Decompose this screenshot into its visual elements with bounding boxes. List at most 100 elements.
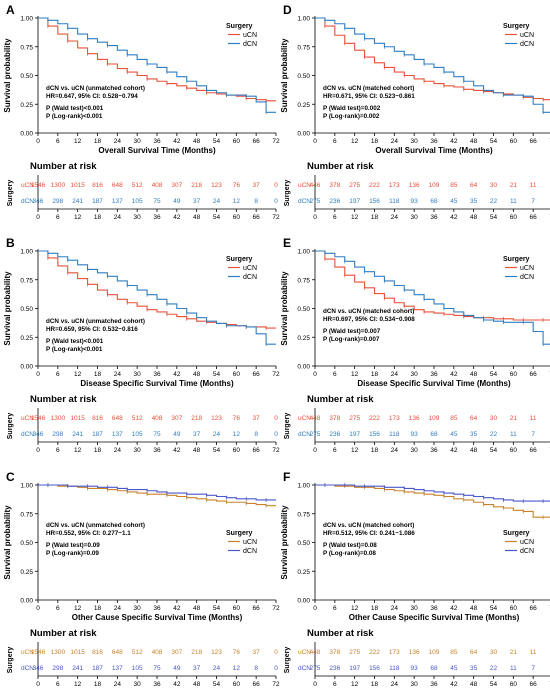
risk-x-tick-label: 12 bbox=[351, 447, 359, 454]
y-tick-label: 1.00 bbox=[20, 249, 33, 256]
panel-b: B 0.00 0.25 0.50 0.75 1.00 0 6 12 18 24 30 36 42 48 54 6… bbox=[3, 236, 280, 454]
x-tick-label: 48 bbox=[193, 138, 201, 145]
x-tick-label: 24 bbox=[391, 138, 399, 145]
x-tick-label: 54 bbox=[213, 605, 221, 612]
y-tick-label: 0.75 bbox=[297, 511, 310, 518]
stat-annotation: dCN vs. uCN (unmatched cohort) bbox=[46, 85, 145, 92]
x-tick-label: 66 bbox=[253, 605, 261, 612]
stat-annotation: dCN vs. uCN (matched cohort) bbox=[323, 85, 414, 92]
risk-x-tick-label: 12 bbox=[351, 214, 359, 221]
risk-count-dcn: 0 bbox=[274, 431, 278, 438]
y-tick-label: 0.25 bbox=[20, 569, 33, 576]
risk-count-dcn: 187 bbox=[92, 198, 103, 205]
risk-count-ucn: 512 bbox=[132, 182, 143, 189]
y-tick-label: 1.00 bbox=[20, 16, 33, 23]
risk-x-tick-label: 12 bbox=[74, 214, 82, 221]
risk-count-dcn: 137 bbox=[112, 431, 123, 438]
x-tick-label: 42 bbox=[173, 605, 181, 612]
risk-count-dcn: 241 bbox=[72, 431, 83, 438]
x-tick-label: 18 bbox=[371, 138, 379, 145]
risk-row-label-ucn: uCN bbox=[21, 182, 34, 189]
stat-annotation: HR=0.647, 95% CI: 0.528~0.794 bbox=[46, 93, 138, 100]
risk-count-dcn: 137 bbox=[112, 665, 123, 672]
stat-annotation: P (Log-rank)<0.001 bbox=[46, 346, 103, 353]
risk-x-tick-label: 18 bbox=[371, 681, 379, 688]
x-tick-label: 48 bbox=[193, 371, 201, 378]
x-tick-label: 54 bbox=[213, 371, 221, 378]
risk-count-dcn: 236 bbox=[329, 198, 340, 205]
x-tick-label: 48 bbox=[470, 605, 478, 612]
y-tick-label: 0.00 bbox=[297, 131, 310, 138]
risk-x-tick-label: 60 bbox=[233, 447, 241, 454]
stat-annotation: dCN vs. uCN (unmatched cohort) bbox=[46, 318, 145, 325]
stat-annotation: P (Wald test)=0.08 bbox=[323, 542, 377, 549]
risk-x-tick-label: 66 bbox=[253, 214, 261, 221]
x-tick-label: 12 bbox=[74, 371, 82, 378]
series-line-ucn bbox=[315, 17, 550, 101]
stat-annotation: P (Log-rank)<0.001 bbox=[46, 113, 103, 120]
x-tick-label: 54 bbox=[490, 605, 498, 612]
x-tick-label: 6 bbox=[56, 371, 60, 378]
risk-count-ucn: 816 bbox=[92, 182, 103, 189]
x-tick-label: 6 bbox=[56, 138, 60, 145]
stat-annotation: P (Log-rank)=0.08 bbox=[323, 550, 376, 557]
legend-title: Surgery bbox=[226, 530, 253, 537]
series-line-dcn bbox=[38, 250, 276, 345]
y-tick-label: 1.00 bbox=[297, 16, 310, 23]
risk-count-ucn: 136 bbox=[409, 649, 420, 656]
risk-count-dcn: 75 bbox=[153, 431, 161, 438]
y-axis-label: Survival probability bbox=[280, 505, 289, 580]
risk-count-dcn: 11 bbox=[510, 665, 517, 672]
risk-x-tick-label: 12 bbox=[74, 447, 82, 454]
risk-count-dcn: 105 bbox=[132, 665, 143, 672]
risk-count-ucn: 30 bbox=[490, 182, 498, 189]
panel-letter: B bbox=[6, 236, 15, 250]
x-tick-label: 6 bbox=[333, 138, 337, 145]
risk-count-ucn: 816 bbox=[92, 649, 103, 656]
risk-count-dcn: 8 bbox=[254, 198, 258, 205]
risk-count-dcn: 12 bbox=[233, 431, 241, 438]
risk-x-tick-label: 0 bbox=[36, 447, 40, 454]
x-axis-label: Overall Survival Time (Months) bbox=[375, 146, 493, 155]
x-tick-label: 12 bbox=[74, 605, 82, 612]
risk-count-ucn: 222 bbox=[369, 649, 380, 656]
risk-count-ucn: 21 bbox=[510, 415, 518, 422]
risk-x-tick-label: 66 bbox=[253, 681, 261, 688]
risk-count-dcn: 275 bbox=[310, 198, 321, 205]
legend-label-dcn: dCN bbox=[243, 548, 257, 555]
legend-label-dcn: dCN bbox=[520, 548, 534, 555]
x-tick-label: 60 bbox=[510, 371, 518, 378]
y-axis-label: Survival probability bbox=[3, 38, 12, 113]
risk-x-tick-label: 12 bbox=[351, 681, 359, 688]
risk-x-tick-label: 42 bbox=[173, 447, 181, 454]
risk-x-tick-label: 12 bbox=[74, 681, 82, 688]
panel-c: C 0.00 0.25 0.50 0.75 1.00 0 6 12 18 24 30 36 42 48 54 6… bbox=[3, 470, 280, 688]
risk-count-ucn: 512 bbox=[132, 649, 143, 656]
legend-title: Surgery bbox=[503, 530, 530, 537]
y-tick-label: 0.00 bbox=[20, 131, 33, 138]
stat-annotation: dCN vs. uCN (matched cohort) bbox=[323, 522, 414, 529]
x-axis-label: Disease Specific Survival Time (Months) bbox=[357, 379, 511, 388]
panel-letter: A bbox=[6, 3, 15, 17]
risk-count-dcn: 346 bbox=[33, 198, 44, 205]
risk-x-tick-label: 60 bbox=[233, 681, 241, 688]
risk-table-ylabel: Surgery bbox=[284, 180, 291, 207]
risk-x-tick-label: 24 bbox=[391, 681, 399, 688]
risk-count-ucn: 1546 bbox=[31, 415, 46, 422]
x-tick-label: 24 bbox=[114, 605, 122, 612]
risk-x-tick-label: 54 bbox=[490, 447, 498, 454]
x-tick-label: 24 bbox=[114, 371, 122, 378]
risk-count-dcn: 346 bbox=[33, 665, 44, 672]
risk-count-ucn: 30 bbox=[490, 649, 498, 656]
y-tick-label: 0.00 bbox=[20, 364, 33, 371]
x-tick-label: 18 bbox=[94, 138, 102, 145]
risk-count-dcn: 37 bbox=[193, 665, 201, 672]
risk-count-dcn: 0 bbox=[274, 198, 278, 205]
risk-count-ucn: 648 bbox=[112, 182, 123, 189]
x-tick-label: 30 bbox=[134, 605, 142, 612]
risk-count-ucn: 307 bbox=[171, 182, 182, 189]
risk-count-dcn: 197 bbox=[349, 665, 360, 672]
x-tick-label: 60 bbox=[233, 605, 241, 612]
risk-x-tick-label: 60 bbox=[233, 214, 241, 221]
risk-count-ucn: 173 bbox=[389, 415, 400, 422]
